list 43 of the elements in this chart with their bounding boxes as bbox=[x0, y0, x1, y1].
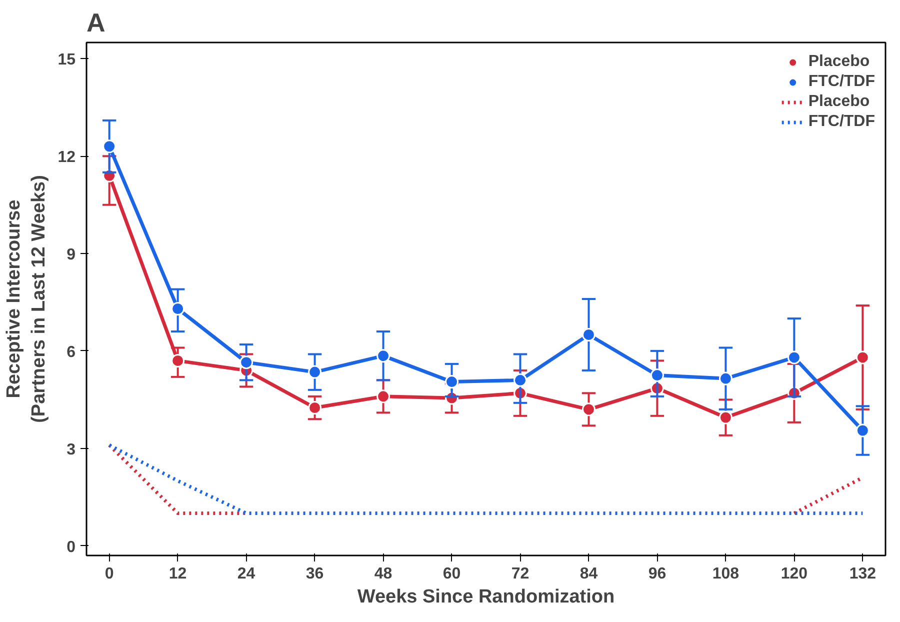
point bbox=[582, 328, 596, 342]
point bbox=[582, 402, 596, 416]
x-tick-label: 12 bbox=[168, 566, 187, 582]
point bbox=[513, 373, 527, 387]
point bbox=[376, 349, 390, 363]
point bbox=[787, 350, 801, 364]
y-tick-label: 15 bbox=[58, 52, 76, 69]
x-tick-label: 96 bbox=[648, 566, 666, 582]
x-tick-label: 24 bbox=[237, 566, 256, 582]
point bbox=[308, 401, 322, 415]
x-tick-label: 36 bbox=[306, 566, 324, 582]
y-tick-label: 12 bbox=[58, 149, 76, 166]
legend-label: FTC/TDF bbox=[808, 113, 875, 131]
point bbox=[171, 354, 185, 368]
point bbox=[102, 140, 116, 154]
point bbox=[376, 390, 390, 404]
x-tick-label: 108 bbox=[712, 566, 740, 582]
y-tick-label: 0 bbox=[66, 538, 76, 556]
point bbox=[240, 356, 254, 370]
chart-title: A bbox=[86, 8, 106, 38]
y-tick-label: 3 bbox=[66, 441, 76, 458]
point bbox=[171, 302, 185, 316]
x-tick-label: 60 bbox=[442, 566, 461, 582]
point bbox=[856, 424, 870, 438]
y-tick-label: 9 bbox=[66, 246, 76, 264]
point bbox=[718, 410, 732, 424]
legend-label: Placebo bbox=[808, 93, 870, 111]
point bbox=[718, 372, 732, 386]
x-tick-label: 84 bbox=[580, 566, 598, 582]
x-tick-label: 0 bbox=[104, 566, 114, 582]
x-tick-label: 132 bbox=[849, 566, 876, 582]
point bbox=[445, 375, 459, 389]
legend-label: Placebo bbox=[808, 53, 870, 71]
point bbox=[308, 365, 322, 379]
legend-label: FTC/TDF bbox=[808, 73, 875, 91]
x-tick-label: 72 bbox=[511, 566, 530, 582]
point bbox=[650, 368, 664, 382]
y-tick-label: 6 bbox=[66, 344, 76, 361]
x-axis-title: Weeks Since Randomization bbox=[357, 586, 615, 608]
x-tick-label: 48 bbox=[374, 566, 392, 582]
x-tick-label: 120 bbox=[780, 566, 808, 582]
point bbox=[856, 350, 870, 364]
y-axis-title: Receptive Intercourse (Partners in Last 12 Weeks) bbox=[4, 175, 50, 423]
